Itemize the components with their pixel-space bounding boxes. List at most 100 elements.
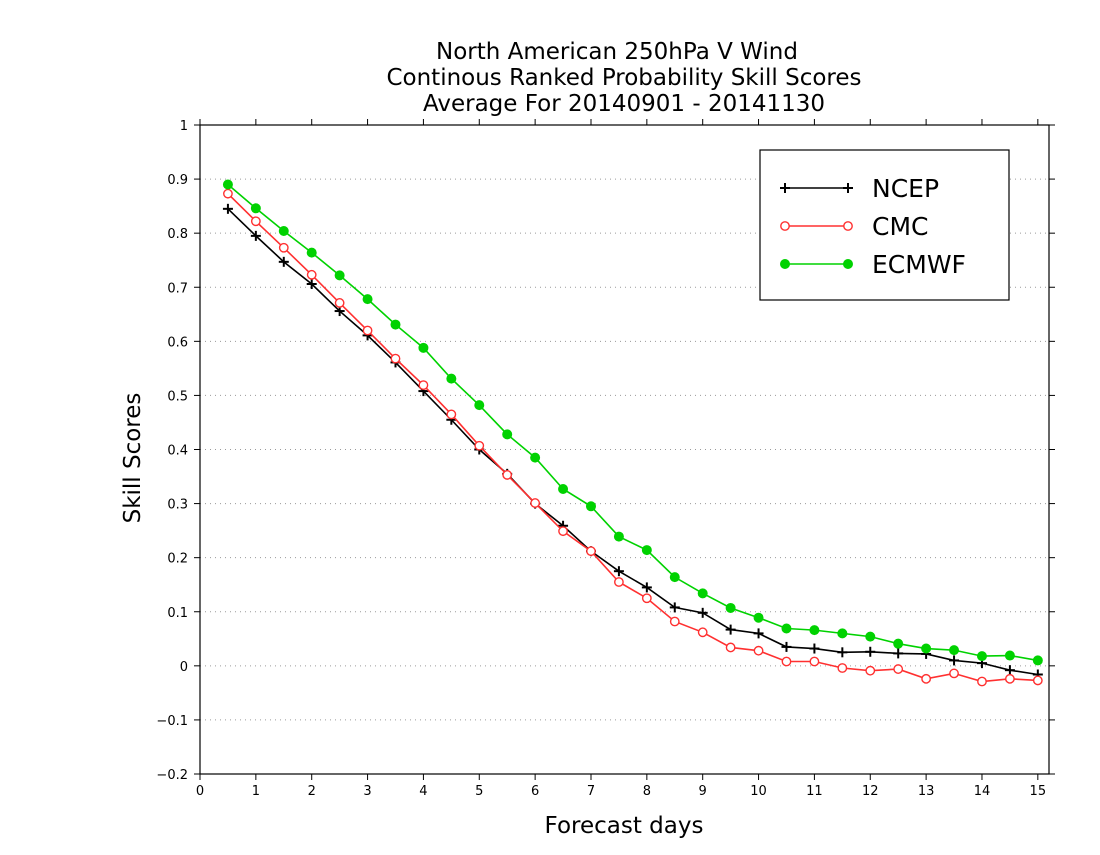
data-point-cmc <box>530 498 541 508</box>
x-tick-label: 8 <box>643 784 651 799</box>
data-point-ecmwf <box>921 643 932 654</box>
data-point-ncep <box>1004 665 1015 676</box>
data-point-cmc <box>250 216 261 227</box>
data-point-cmc <box>781 656 792 667</box>
data-point-cmc <box>837 663 848 673</box>
x-tick-label: 10 <box>750 784 767 799</box>
data-point-ecmwf <box>362 294 373 305</box>
data-point-cmc <box>306 269 317 280</box>
legend-label-ncep: NCEP <box>872 174 939 203</box>
series-line-cmc <box>227 193 1038 683</box>
y-tick-label: 0.4 <box>167 444 188 459</box>
data-point-cmc <box>1032 675 1043 686</box>
data-point-cmc <box>558 526 568 537</box>
data-point-cmc <box>977 676 987 687</box>
data-point-cmc <box>334 298 345 308</box>
data-point-cmc <box>1005 673 1015 684</box>
x-tick-label: 13 <box>918 784 935 799</box>
data-point-cmc <box>949 668 959 679</box>
data-point-cmc <box>893 664 904 674</box>
data-point-ecmwf <box>222 179 233 190</box>
data-point-ncep <box>613 566 624 577</box>
legend-box <box>759 149 1010 301</box>
legend-marker-ecmwf <box>780 259 790 269</box>
data-point-ecmwf <box>669 572 680 583</box>
data-point-cmc <box>809 656 820 667</box>
data-point-ecmwf <box>1032 655 1043 666</box>
data-point-ecmwf <box>306 247 317 258</box>
legend-marker-ncep <box>843 183 853 193</box>
data-point-ncep <box>753 628 764 639</box>
x-tick-label: 6 <box>531 784 539 799</box>
data-point-ecmwf <box>558 483 569 494</box>
chart-title: North American 250hPa V Wind Continous R… <box>386 39 861 117</box>
y-tick-label: 0.5 <box>167 389 188 404</box>
data-point-cmc <box>362 325 373 336</box>
data-point-cmc <box>278 242 289 253</box>
data-point-ecmwf <box>949 645 960 656</box>
y-tick-label: 0.2 <box>167 552 188 567</box>
data-point-cmc <box>865 665 876 676</box>
data-point-cmc <box>614 577 624 587</box>
data-point-ecmwf <box>278 226 289 237</box>
legend-item-cmc: CMC <box>780 212 928 241</box>
data-point-ecmwf <box>390 319 401 330</box>
legend-label-cmc: CMC <box>872 212 928 241</box>
legend-label-ecmwf: ECMWF <box>872 250 966 279</box>
data-point-ncep <box>809 643 820 654</box>
data-point-ecmwf <box>502 429 513 440</box>
y-tick-label: 0.9 <box>167 173 188 188</box>
data-point-cmc <box>697 627 708 638</box>
x-tick-label: 3 <box>363 784 371 799</box>
data-point-ncep <box>949 655 960 666</box>
x-tick-label: 4 <box>419 784 427 799</box>
y-tick-label: −0.2 <box>156 768 188 783</box>
x-tick-label: 0 <box>196 784 204 799</box>
chart-title-line-2: Continous Ranked Probability Skill Score… <box>386 65 861 91</box>
y-tick-label: −0.1 <box>156 714 188 729</box>
data-point-cmc <box>474 440 485 451</box>
y-tick-label: 0.1 <box>167 606 188 621</box>
data-point-ncep <box>222 203 233 214</box>
data-point-cmc <box>223 188 233 199</box>
x-tick-label: 15 <box>1030 784 1047 799</box>
data-point-ecmwf <box>809 625 820 636</box>
data-point-ncep <box>669 602 680 613</box>
y-tick-label: 0.3 <box>167 498 188 513</box>
x-tick-label: 7 <box>587 784 595 799</box>
data-point-cmc <box>502 470 513 480</box>
x-axis-ticks: 0 1 2 3 4 5 6 7 8 9 10 11 12 13 14 15 <box>196 119 1046 799</box>
data-point-ecmwf <box>446 373 457 384</box>
data-point-cmc <box>669 616 680 627</box>
data-point-cmc <box>921 673 932 684</box>
data-point-ncep <box>725 624 736 635</box>
data-point-ecmwf <box>725 602 736 613</box>
y-tick-label: 0.7 <box>167 281 188 296</box>
data-point-ecmwf <box>418 342 429 353</box>
data-point-ncep <box>250 230 261 241</box>
data-point-ncep <box>781 641 792 652</box>
data-series <box>222 179 1043 687</box>
data-point-ecmwf <box>474 400 485 411</box>
data-point-ncep <box>697 607 708 618</box>
chart-title-line-3: Average For 20140901 - 20141130 <box>423 91 825 117</box>
data-point-cmc <box>586 546 596 557</box>
y-tick-label: 0.8 <box>167 227 188 242</box>
data-point-cmc <box>418 380 429 391</box>
data-point-cmc <box>641 593 652 604</box>
legend-marker-ecmwf <box>843 259 853 269</box>
x-tick-label: 11 <box>806 784 823 799</box>
data-point-ncep <box>641 582 652 593</box>
legend-item-ncep: NCEP <box>780 174 939 203</box>
series-cmc <box>223 188 1043 687</box>
data-point-ncep <box>865 646 876 657</box>
data-point-ecmwf <box>334 270 345 281</box>
data-point-cmc <box>753 645 764 656</box>
y-axis-label: Skill Scores <box>120 393 146 524</box>
x-tick-label: 12 <box>862 784 879 799</box>
data-point-ncep <box>306 279 317 290</box>
data-point-ecmwf <box>530 452 541 463</box>
data-point-cmc <box>390 353 401 364</box>
data-point-ecmwf <box>976 651 987 662</box>
